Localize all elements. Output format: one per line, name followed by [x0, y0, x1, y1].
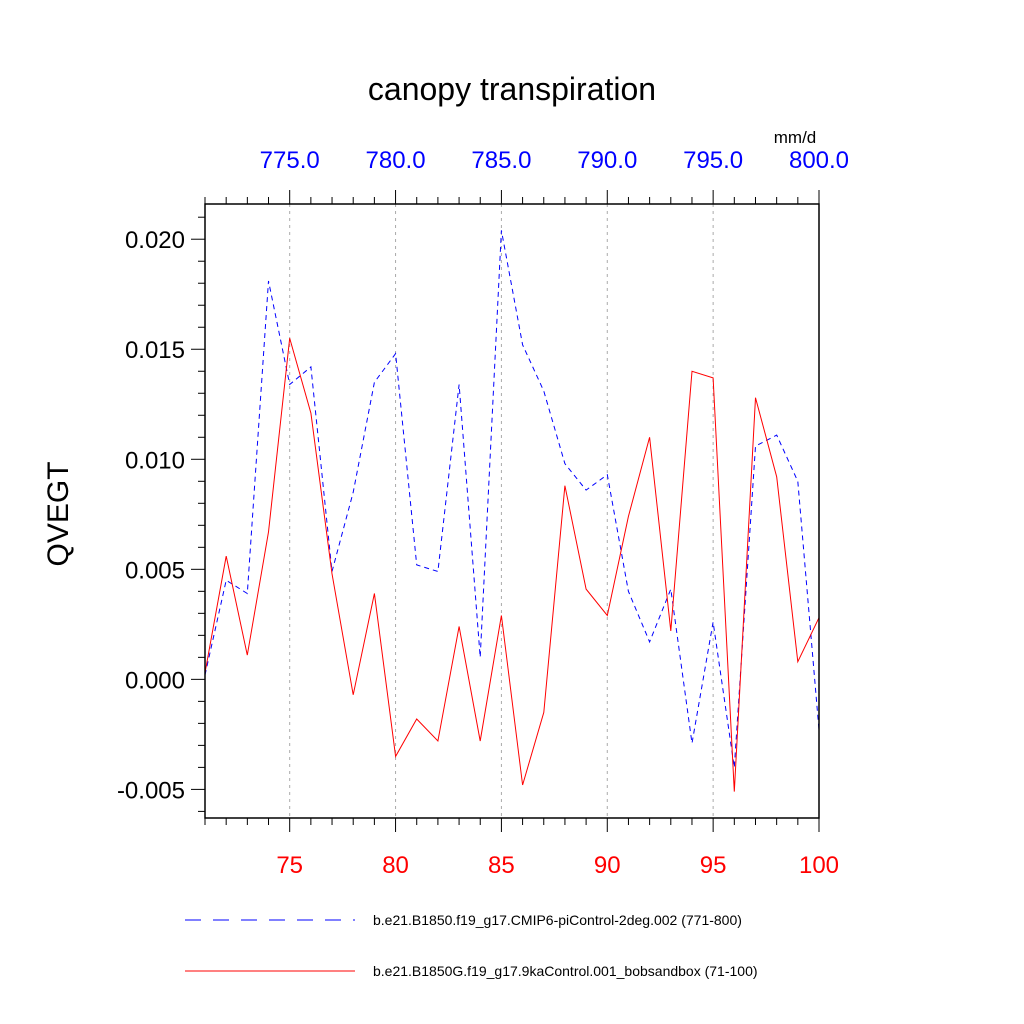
y-tick-label: -0.005 — [117, 777, 185, 804]
tick-labels: 75 80 85 90 95 100 775.0 780.0 785.0 790.0 795.0 80… — [117, 147, 849, 879]
gridlines — [289, 204, 714, 818]
y-tick-label: 0.010 — [125, 447, 185, 474]
x-top-tick-label: 795.0 — [683, 147, 743, 174]
legend-label-series-2: b.e21.B1850G.f19_g17.9kaControl.001_bobs… — [373, 963, 758, 979]
chart-title: canopy transpiration — [368, 71, 656, 107]
y-tick-label: 0.005 — [125, 557, 185, 584]
y-axis-label: QVEGT — [42, 461, 75, 566]
y-tick-label: 0.020 — [125, 227, 185, 254]
x-bottom-tick-label: 100 — [799, 852, 839, 879]
plot-frame — [204, 203, 820, 819]
x-top-tick-label: 790.0 — [577, 147, 637, 174]
x-top-tick-label: 775.0 — [260, 147, 320, 174]
x-bottom-tick-label: 90 — [594, 852, 621, 879]
series-line-1 — [204, 230, 820, 768]
x-top-tick-label: 785.0 — [471, 147, 531, 174]
y-tick-label: 0.000 — [125, 667, 185, 694]
legend-label-series-1: b.e21.B1850.f19_g17.CMIP6-piControl-2deg… — [373, 912, 742, 928]
x-top-tick-label: 780.0 — [366, 147, 426, 174]
axes — [191, 190, 820, 832]
series-line-2 — [204, 338, 820, 792]
x-bottom-tick-label: 80 — [382, 852, 409, 879]
y-tick-label: 0.015 — [125, 337, 185, 364]
x-bottom-tick-label: 95 — [700, 852, 727, 879]
x-bottom-tick-label: 85 — [488, 852, 515, 879]
x-top-tick-label: 800.0 — [789, 147, 849, 174]
units-label: mm/d — [774, 128, 817, 147]
legend: b.e21.B1850.f19_g17.CMIP6-piControl-2deg… — [185, 912, 758, 979]
x-bottom-tick-label: 75 — [276, 852, 303, 879]
series-lines — [204, 230, 820, 792]
